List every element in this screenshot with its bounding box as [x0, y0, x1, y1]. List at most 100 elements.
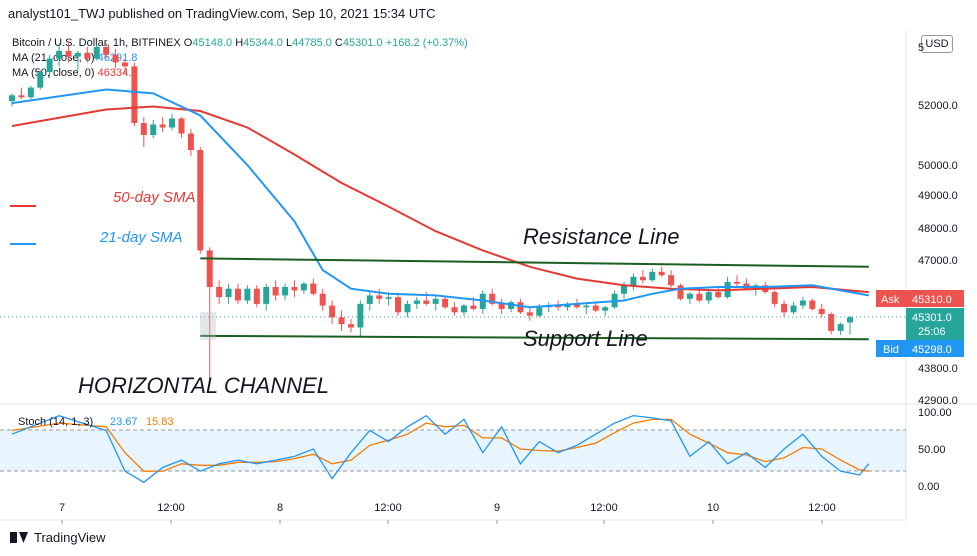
price-axis[interactable]: 5 52000.0 50000.0 49000.0 48000.0 47000.0 4380…	[918, 42, 958, 407]
candle-body	[103, 47, 110, 55]
currency-button[interactable]: USD	[921, 35, 953, 53]
high-value: 45344.0	[243, 37, 283, 49]
candle-body	[686, 293, 693, 299]
last-price-badge	[906, 308, 964, 340]
candle	[272, 280, 279, 301]
candle-body	[244, 288, 251, 301]
candle-body	[404, 303, 411, 313]
candle	[121, 58, 128, 75]
sma21-annotation: 21-day SMA	[99, 229, 183, 246]
candle	[413, 297, 420, 309]
candle-body	[602, 307, 609, 311]
candle	[253, 285, 260, 308]
candle	[460, 303, 467, 316]
candle	[658, 266, 665, 277]
stoch-title[interactable]: Stoch (14, 1, 3)	[18, 416, 93, 428]
candle-body	[347, 324, 354, 328]
candle	[696, 288, 703, 303]
bid-price: 45298.0	[912, 344, 952, 356]
price-tick-label: 52000.0	[918, 100, 958, 112]
candle	[169, 114, 176, 131]
candle-body	[413, 300, 420, 304]
candle	[291, 280, 298, 298]
ask-badge	[906, 290, 964, 307]
candle-body	[282, 287, 289, 296]
candle-body	[639, 276, 646, 281]
candle-body	[592, 305, 599, 311]
candle	[18, 87, 25, 100]
price-tick-label: 42900.0	[918, 395, 958, 407]
candle-body	[27, 87, 34, 98]
candle-body	[84, 52, 91, 59]
candle	[93, 45, 100, 61]
ma50-line	[11, 105, 869, 294]
bid-badge	[906, 340, 964, 357]
candle	[828, 312, 835, 335]
candle-body	[234, 288, 241, 301]
support-annotation: Support Line	[523, 326, 648, 351]
candle	[65, 41, 72, 63]
stoch-tick-label: 0.00	[918, 481, 939, 493]
candle	[771, 290, 778, 308]
candle-body	[781, 303, 788, 313]
candle	[649, 268, 656, 282]
candle	[206, 247, 213, 379]
candle	[668, 270, 675, 287]
candle-body	[225, 288, 232, 298]
candle	[357, 300, 364, 336]
candle-body	[771, 292, 778, 304]
candle-body	[206, 250, 213, 287]
candle-body	[668, 275, 675, 286]
candle-body	[112, 54, 119, 63]
candle-body	[74, 52, 81, 57]
price-tick-label: 48000.0	[918, 223, 958, 235]
bid-label: Bid	[883, 344, 899, 356]
time-tick-label: 10	[707, 502, 719, 514]
candle	[225, 283, 232, 304]
tradingview-logo[interactable]: TradingView	[10, 530, 106, 545]
candle-body	[310, 283, 317, 294]
candle-body	[376, 295, 383, 299]
candle-body	[37, 72, 44, 88]
candle	[376, 288, 383, 304]
candle-body	[56, 50, 63, 59]
candle-body	[385, 297, 392, 299]
candle	[508, 300, 515, 313]
candle-body	[790, 305, 797, 313]
candle	[479, 290, 486, 314]
resistance-annotation: Resistance Line	[523, 224, 680, 249]
time-axis[interactable]: 7 12:00 8 12:00 9 12:00 10 12:00	[59, 502, 836, 524]
candle	[319, 288, 326, 311]
candle	[103, 43, 110, 59]
candle-body	[121, 62, 128, 67]
cursor-marker[interactable]	[200, 312, 216, 340]
stoch-lines-group	[11, 414, 870, 484]
candle-body	[18, 95, 25, 98]
stoch-k-line	[11, 414, 870, 484]
candle	[847, 315, 853, 335]
candle	[150, 120, 157, 138]
ma21-label[interactable]: MA (21, close, 0)	[12, 52, 95, 64]
candle-body	[451, 307, 458, 313]
candle	[37, 70, 44, 90]
candle-body	[366, 295, 373, 304]
symbol-name[interactable]: Bitcoin / U.S. Dollar, 1h, BITFINEX	[12, 37, 181, 49]
candle	[818, 303, 825, 318]
candle-body	[498, 303, 505, 309]
candle-body	[828, 314, 835, 331]
candle-body	[357, 303, 364, 328]
ma50-label[interactable]: MA (50, close, 0)	[12, 67, 95, 79]
candle-body	[847, 317, 853, 323]
candle	[498, 298, 505, 314]
candle	[46, 54, 53, 78]
time-tick-label: 12:00	[808, 502, 836, 514]
stoch-band	[0, 430, 906, 471]
legend-ma50-row: MA (50, close, 0) 46334.8	[12, 66, 468, 81]
candle	[300, 281, 307, 294]
candle	[56, 43, 63, 67]
indicator-lines-group	[11, 88, 869, 341]
price-tick-label: 5	[918, 42, 924, 54]
low-value: 44785.0	[292, 37, 332, 49]
candle-body	[187, 133, 194, 150]
